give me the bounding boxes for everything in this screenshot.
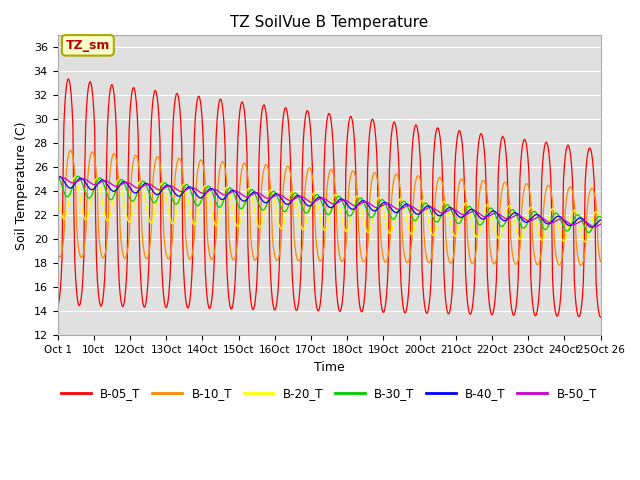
B-05_T (54, 302, 61, 308)
Line: B-30_T: B-30_T (58, 175, 600, 232)
B-10_T (577, 263, 584, 268)
B-50_T (374, 204, 382, 210)
B-10_T (54, 249, 61, 255)
B-30_T (54, 172, 61, 178)
B-20_T (150, 210, 158, 216)
Text: TZ_sm: TZ_sm (66, 39, 110, 52)
B-10_T (150, 163, 158, 169)
B-05_T (374, 259, 382, 264)
B-30_T (417, 209, 424, 215)
Line: B-10_T: B-10_T (58, 150, 600, 265)
B-40_T (54, 174, 61, 180)
B-10_T (300, 206, 308, 212)
Line: B-05_T: B-05_T (58, 79, 600, 317)
B-40_T (194, 194, 202, 200)
B-10_T (596, 259, 604, 265)
B-30_T (374, 204, 381, 210)
B-50_T (590, 224, 598, 229)
B-05_T (417, 181, 425, 187)
B-05_T (596, 314, 604, 320)
B-20_T (581, 240, 589, 245)
B-50_T (596, 221, 604, 227)
B-20_T (374, 194, 382, 200)
B-05_T (150, 88, 158, 94)
B-30_T (596, 214, 604, 220)
B-50_T (194, 188, 202, 193)
B-50_T (463, 211, 471, 217)
B-50_T (58, 174, 65, 180)
B-40_T (588, 224, 595, 230)
B-50_T (417, 208, 425, 214)
B-10_T (374, 184, 382, 190)
X-axis label: Time: Time (314, 360, 344, 373)
B-30_T (585, 229, 593, 235)
B-20_T (54, 188, 61, 193)
B-30_T (193, 203, 201, 208)
B-50_T (300, 195, 308, 201)
B-40_T (417, 209, 425, 215)
B-30_T (150, 200, 157, 205)
B-20_T (463, 202, 471, 207)
B-20_T (194, 212, 202, 218)
Line: B-50_T: B-50_T (58, 177, 600, 227)
B-40_T (56, 174, 63, 180)
B-10_T (67, 147, 74, 153)
B-20_T (596, 220, 604, 226)
B-20_T (300, 226, 308, 232)
B-10_T (463, 231, 471, 237)
B-20_T (71, 174, 79, 180)
B-05_T (463, 298, 471, 303)
B-10_T (417, 181, 425, 187)
B-40_T (463, 209, 471, 215)
B-30_T (300, 206, 307, 212)
Line: B-20_T: B-20_T (58, 177, 600, 242)
B-05_T (65, 76, 72, 82)
Title: TZ SoilVue B Temperature: TZ SoilVue B Temperature (230, 15, 428, 30)
B-05_T (194, 94, 202, 100)
B-05_T (300, 126, 308, 132)
Legend: B-05_T, B-10_T, B-20_T, B-30_T, B-40_T, B-50_T: B-05_T, B-10_T, B-20_T, B-30_T, B-40_T, … (56, 382, 602, 404)
Line: B-40_T: B-40_T (58, 177, 600, 227)
B-40_T (596, 217, 604, 223)
B-30_T (463, 206, 470, 212)
B-10_T (194, 166, 202, 171)
B-50_T (54, 176, 61, 181)
B-50_T (150, 184, 158, 190)
B-40_T (300, 199, 308, 204)
B-40_T (374, 205, 382, 211)
Y-axis label: Soil Temperature (C): Soil Temperature (C) (15, 121, 28, 250)
B-40_T (150, 191, 158, 196)
B-20_T (417, 198, 425, 204)
